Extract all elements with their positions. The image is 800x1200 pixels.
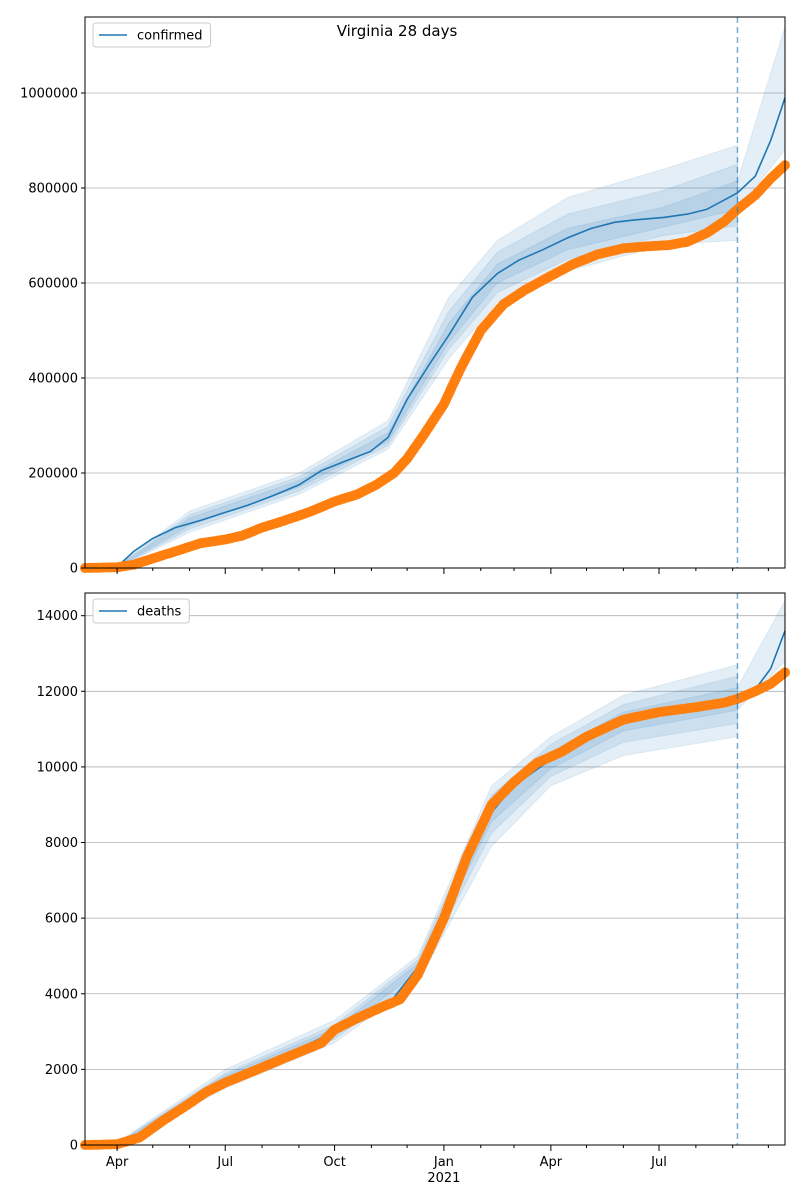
- confirmed-observed-points: [80, 160, 790, 573]
- confirmed-confidence-bands: [116, 26, 786, 569]
- x-tick-label: Apr: [540, 1155, 563, 1170]
- confirmed-legend-label: confirmed: [137, 29, 203, 44]
- y-tick-label: 800000: [28, 182, 78, 197]
- deaths-confidence-bands: [116, 600, 786, 1146]
- deaths-legend-label: deaths: [137, 605, 182, 620]
- x-tick-label: Oct: [323, 1155, 345, 1170]
- y-tick-label: 2000: [45, 1063, 78, 1078]
- confirmed-y-axis: 0 200000 400000 600000 800000 1000000: [20, 87, 85, 577]
- y-tick-label: 6000: [45, 912, 78, 927]
- confidence-band: [116, 686, 738, 1146]
- x-tick-label: Jan: [433, 1155, 454, 1170]
- confirmed-panel: 0 200000 400000 600000 800000 1000000 confirm…: [20, 16, 790, 577]
- confirmed-x-ticks: [116, 568, 769, 574]
- deaths-y-axis: 0 2000 4000 6000 8000 10000 12000 14000: [37, 609, 85, 1154]
- deaths-legend: deaths: [92, 598, 190, 624]
- deaths-panel: 0 2000 4000 6000 8000 10000 12000 14000 Apr Jul O…: [37, 592, 790, 1186]
- x-tick-label: Jul: [650, 1155, 667, 1170]
- x-tick-label: Apr: [106, 1155, 129, 1170]
- figure-title: Virginia 28 days: [337, 22, 458, 40]
- y-tick-label: 12000: [37, 685, 78, 700]
- x-year-label: 2021: [427, 1171, 460, 1186]
- y-tick-label: 600000: [28, 277, 78, 292]
- y-tick-label: 10000: [37, 760, 78, 775]
- y-tick-label: 4000: [45, 987, 78, 1002]
- deaths-observed-points: [80, 667, 790, 1150]
- y-tick-label: 200000: [28, 467, 78, 482]
- deaths-x-ticks: [116, 1145, 769, 1151]
- y-tick-label: 1000000: [20, 87, 78, 102]
- confirmed-axes-frame: [84, 16, 786, 569]
- y-tick-label: 400000: [28, 372, 78, 387]
- deaths-axes-frame: [84, 592, 786, 1146]
- deaths-legend-box: [92, 598, 190, 624]
- y-tick-label: 0: [70, 562, 78, 577]
- y-tick-label: 0: [70, 1139, 78, 1154]
- confirmed-legend-box: [92, 22, 212, 48]
- x-tick-label: Jul: [216, 1155, 233, 1170]
- y-tick-label: 8000: [45, 836, 78, 851]
- confirmed-legend: confirmed: [92, 22, 212, 48]
- confirmed-model-line: [84, 97, 786, 569]
- y-tick-label: 14000: [37, 609, 78, 624]
